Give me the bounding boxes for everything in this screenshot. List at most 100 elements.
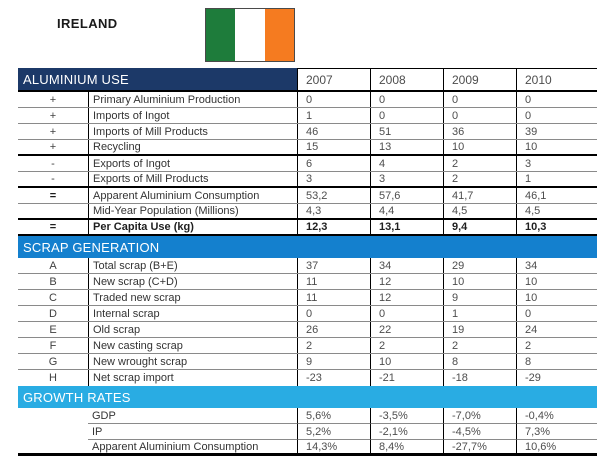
flag-stripe-green [206,9,236,61]
cell-value: 10,3 [516,220,597,234]
row-label: Total scrap (B+E) [88,258,297,273]
row-label: Per Capita Use (kg) [88,220,297,234]
row-symbol: + [49,141,57,153]
row-label: Internal scrap [88,306,297,321]
row-symbol: D [49,307,57,320]
cell-value: 8,4% [370,440,443,453]
ireland-flag-icon [205,8,295,62]
cell-value: 10 [516,290,597,305]
cell-value: 0 [443,92,516,107]
row-symbol: - [51,173,55,185]
row-label: Imports of Mill Products [88,124,297,139]
cell-value: -4,5% [443,424,516,440]
cell-value: 14,3% [297,440,370,453]
cell-value: 0 [370,108,443,123]
year-column-header-2010: 2010 [516,68,597,90]
cell-value: 3 [297,172,370,186]
section-title-aluminium-use: ALUMINIUM USE [18,68,297,90]
row-symbol [18,440,88,453]
cell-value: -21 [370,370,443,386]
cell-value: 2 [443,172,516,186]
cell-value: 15 [297,140,370,154]
table-row: H Net scrap import -23 -21 -18 -29 [18,370,597,386]
cell-value: -23 [297,370,370,386]
table-row: D Internal scrap 0 0 1 0 [18,306,597,322]
cell-value: 46,1 [516,188,597,203]
table-row: + Imports of Ingot 1 0 0 0 [18,108,597,124]
cell-value: 7,3% [516,424,597,440]
row-symbol: B [49,275,57,288]
row-symbol: - [51,157,55,170]
cell-value: 46 [297,124,370,139]
cell-value: 10 [443,140,516,154]
row-label: Mid-Year Population (Millions) [88,204,297,218]
row-label: Recycling [88,140,297,154]
row-symbol: + [49,125,57,138]
row-symbol: = [49,189,57,202]
cell-value: 4 [370,156,443,171]
cell-value: 8 [443,354,516,369]
cell-value: 0 [516,92,597,107]
row-symbol [18,204,88,218]
row-label: Imports of Ingot [88,108,297,123]
row-label: Primary Aluminium Production [88,92,297,107]
row-label: Apparent Aluminium Consumption [88,188,297,203]
cell-value: 0 [516,108,597,123]
cell-value: 4,5 [516,204,597,218]
cell-value: 34 [516,258,597,273]
row-label: New casting scrap [88,338,297,353]
table-row: G New wrought scrap 9 10 8 8 [18,354,597,370]
cell-value: 37 [297,258,370,273]
table-row: - Exports of Mill Products 3 3 2 1 [18,172,597,188]
cell-value: 51 [370,124,443,139]
cell-value: -29 [516,370,597,386]
row-symbol: + [49,93,57,106]
cell-value: 0 [516,306,597,321]
cell-value: 5,6% [297,408,370,424]
year-column-header-2007: 2007 [297,68,370,90]
table-row: + Recycling 15 13 10 10 [18,140,597,156]
aluminium-use-header-row: ALUMINIUM USE 2007 2008 2009 2010 [18,68,597,92]
section-title-growth-rates: GROWTH RATES [18,386,597,408]
row-label: IP [88,424,297,440]
cell-value: 1 [516,172,597,186]
cell-value: 1 [443,306,516,321]
data-table: ALUMINIUM USE 2007 2008 2009 2010 + Prima… [18,68,597,456]
cell-value: -7,0% [443,408,516,424]
cell-value: 10,6% [516,440,597,453]
cell-value: 39 [516,124,597,139]
cell-value: -0,4% [516,408,597,424]
cell-value: 12,3 [297,220,370,234]
cell-value: -27,7% [443,440,516,453]
cell-value: 4,4 [370,204,443,218]
table-row: E Old scrap 26 22 19 24 [18,322,597,338]
row-symbol: G [48,355,58,368]
cell-value: 9 [297,354,370,369]
cell-value: 2 [443,156,516,171]
row-label: New wrought scrap [88,354,297,369]
row-symbol [18,424,88,440]
cell-value: 26 [297,322,370,337]
row-label: GDP [88,408,297,424]
cell-value: 34 [370,258,443,273]
table-row: Mid-Year Population (Millions) 4,3 4,4 4,5 4… [18,204,597,220]
cell-value: 10 [516,140,597,154]
row-label: Net scrap import [88,370,297,386]
cell-value: 4,3 [297,204,370,218]
cell-value: 3 [516,156,597,171]
cell-value: 11 [297,290,370,305]
cell-value: 9,4 [443,220,516,234]
cell-value: 8 [516,354,597,369]
cell-value: 53,2 [297,188,370,203]
table-row: A Total scrap (B+E) 37 34 29 34 [18,258,597,274]
row-symbol: F [49,339,57,352]
table-body: + Primary Aluminium Production 0 0 0 0 + Import… [18,92,597,456]
cell-value: 22 [370,322,443,337]
cell-value: 2 [516,338,597,353]
cell-value: 0 [443,108,516,123]
cell-value: 10 [443,274,516,289]
cell-value: 1 [297,108,370,123]
cell-value: 24 [516,322,597,337]
cell-value: 2 [297,338,370,353]
